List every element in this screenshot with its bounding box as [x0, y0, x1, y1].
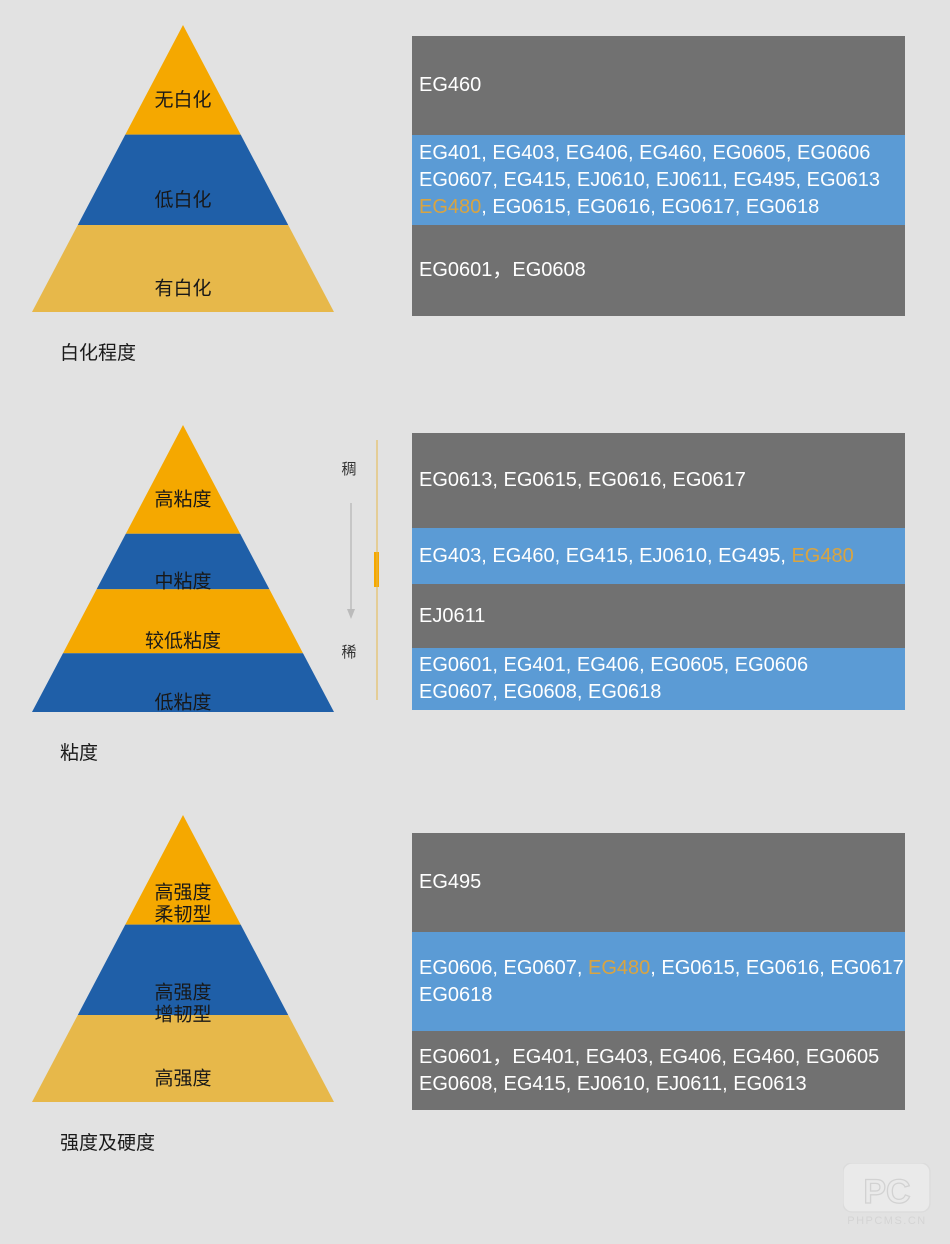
- svg-text:PC: PC: [863, 1173, 910, 1211]
- svg-text:稀: 稀: [341, 644, 356, 661]
- svg-text:高强度: 高强度: [154, 881, 211, 903]
- svg-text:高强度: 高强度: [154, 1068, 211, 1090]
- svg-text:稠: 稠: [341, 461, 356, 478]
- svg-text:柔韧型: 柔韧型: [154, 903, 211, 925]
- svg-text:增韧型: 增韧型: [154, 1003, 211, 1025]
- svg-text:PHPCMS.CN: PHPCMS.CN: [847, 1215, 927, 1227]
- svg-text:高强度: 高强度: [154, 981, 211, 1003]
